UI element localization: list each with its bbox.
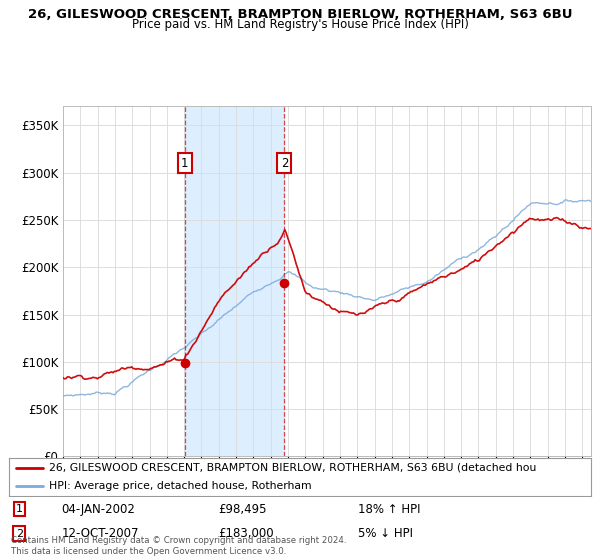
Text: HPI: Average price, detached house, Rotherham: HPI: Average price, detached house, Roth…: [49, 481, 311, 491]
Text: 1: 1: [181, 157, 188, 170]
Text: 1: 1: [16, 504, 23, 514]
Text: 26, GILESWOOD CRESCENT, BRAMPTON BIERLOW, ROTHERHAM, S63 6BU (detached hou: 26, GILESWOOD CRESCENT, BRAMPTON BIERLOW…: [49, 463, 536, 473]
Text: 12-OCT-2007: 12-OCT-2007: [61, 527, 139, 540]
Text: 2: 2: [281, 157, 288, 170]
Text: 18% ↑ HPI: 18% ↑ HPI: [358, 502, 421, 516]
Bar: [185, 106, 284, 456]
Text: Price paid vs. HM Land Registry's House Price Index (HPI): Price paid vs. HM Land Registry's House …: [131, 18, 469, 31]
Text: 2: 2: [16, 529, 23, 539]
Text: Contains HM Land Registry data © Crown copyright and database right 2024.
This d: Contains HM Land Registry data © Crown c…: [11, 536, 346, 556]
Text: 5% ↓ HPI: 5% ↓ HPI: [358, 527, 413, 540]
Text: £98,495: £98,495: [218, 502, 267, 516]
Text: £183,000: £183,000: [218, 527, 274, 540]
Text: 26, GILESWOOD CRESCENT, BRAMPTON BIERLOW, ROTHERHAM, S63 6BU: 26, GILESWOOD CRESCENT, BRAMPTON BIERLOW…: [28, 8, 572, 21]
Text: 04-JAN-2002: 04-JAN-2002: [61, 502, 135, 516]
